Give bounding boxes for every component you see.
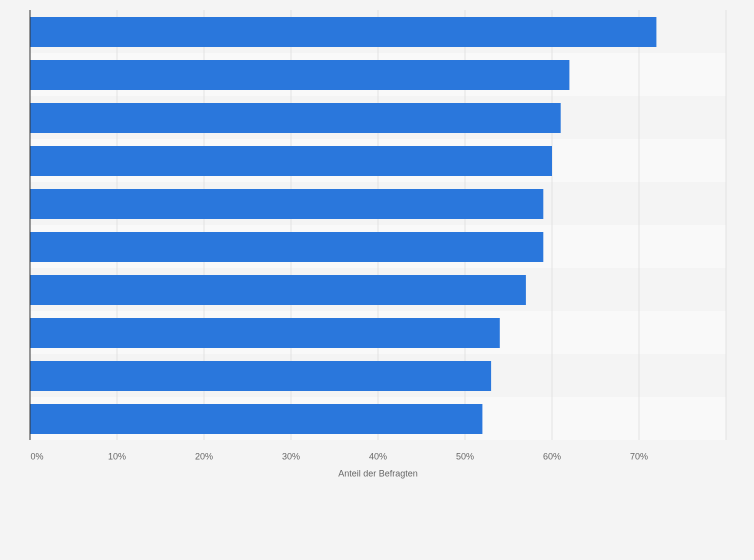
x-tick-label: 20% <box>195 451 213 461</box>
bar <box>30 146 552 176</box>
bar <box>30 232 544 262</box>
x-tick-label: 60% <box>543 451 561 461</box>
bar <box>30 189 544 219</box>
x-tick-label: 50% <box>456 451 474 461</box>
bar <box>30 318 500 348</box>
x-tick-label: 0% <box>30 451 43 461</box>
bar <box>30 17 657 47</box>
x-axis-label: Anteil der Befragten <box>338 468 418 478</box>
bar <box>30 60 570 90</box>
bar <box>30 103 561 133</box>
x-tick-label: 30% <box>282 451 300 461</box>
bar <box>30 275 526 305</box>
x-tick-label: 70% <box>630 451 648 461</box>
bar <box>30 404 483 434</box>
bar <box>30 361 492 391</box>
x-tick-label: 10% <box>108 451 126 461</box>
x-tick-label: 40% <box>369 451 387 461</box>
